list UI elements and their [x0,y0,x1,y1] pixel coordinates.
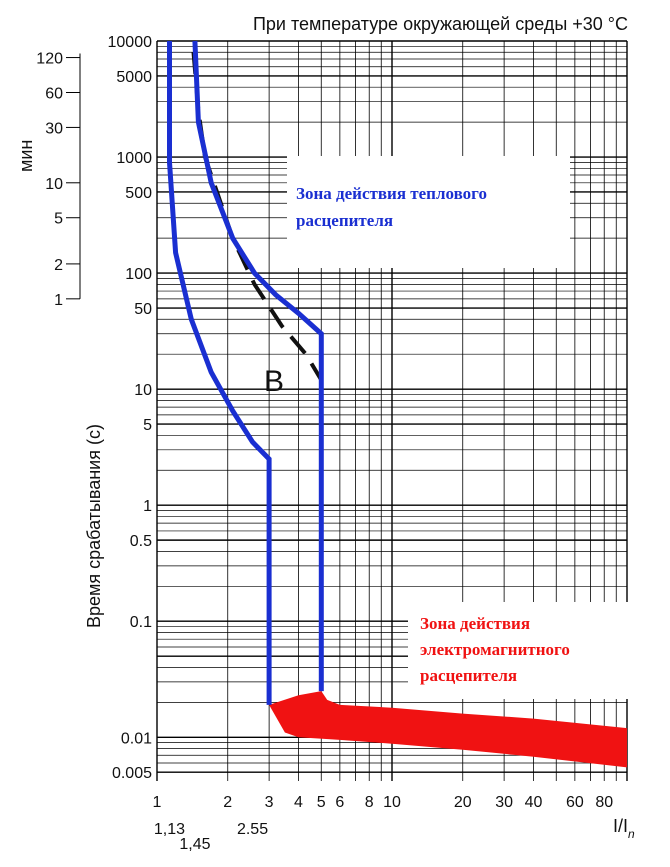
y-tick-label: 0.5 [130,533,152,550]
x-tick-label: 5 [317,794,326,811]
y-tick-label: 5000 [116,69,152,86]
y-axis-label: Время срабатывания (с) [84,424,104,628]
magnetic-zone-label-box [408,602,628,699]
magnetic-zone-line-1: Зона действия [420,614,530,633]
thermal-zone-label: Зона действия теплового расцепителя [296,184,491,230]
x-tick-label: 10 [383,794,401,811]
y-tick-label: 0.1 [130,614,152,631]
thermal-zone-line-1: Зона действия теплового [296,184,487,203]
magnetic-zone-line-3: расцепителя [420,666,517,685]
x-tick-label: 40 [525,794,543,811]
x-axis-label-subscript: n [628,827,635,841]
upper-limit-curve [192,40,324,692]
minutes-axis-label: мин [16,140,36,172]
magnetic-zone-label: Зона действия электромагнитного расцепит… [420,614,574,685]
x-extra-tick-label: 2.55 [237,821,268,838]
y-axis-seconds: 10000 5000 1000 500 100 50 10 5 1 0.5 0.1 0.01 0.005 [108,34,153,782]
y-tick-label: 100 [125,266,152,283]
y-tick-label: 50 [134,301,152,318]
lower-limit-curve [167,41,272,705]
y-axis-minutes: 120 60 30 10 5 2 1 [36,51,81,309]
x-tick-label: 60 [566,794,584,811]
curve-label-b: B [264,365,284,398]
x-tick-label: 30 [495,794,513,811]
y-tick-label: 500 [125,185,152,202]
y-tick-label: 0.01 [121,730,152,747]
x-tick-label: 20 [454,794,472,811]
magnetic-zone-line-2: электромагнитного [420,640,570,659]
y-tick-label: 5 [143,417,152,434]
x-extra-tick-label: 1,45 [179,836,210,853]
x-tick-label: 8 [365,794,374,811]
x-tick-label: 1 [153,794,162,811]
minutes-tick-label: 30 [45,120,63,137]
x-tick-label: 2 [223,794,232,811]
minutes-tick-label: 1 [54,292,63,309]
x-axis-label-main: I/I [613,816,628,836]
x-tick-label: 4 [294,794,303,811]
minutes-tick-label: 120 [36,51,63,68]
y-tick-label: 10 [134,382,152,399]
x-axis-label: I/In [613,816,635,841]
thermal-zone-label-box [287,156,570,268]
x-tick-label: 6 [335,794,344,811]
minutes-tick-label: 10 [45,176,63,193]
thermal-zone-line-2: расцепителя [296,211,393,230]
minutes-tick-label: 2 [54,257,63,274]
y-tick-label: 1 [143,498,152,515]
y-tick-label: 1000 [116,150,152,167]
minutes-tick-label: 5 [54,211,63,228]
magnetic-release-zone [269,691,627,768]
chart-title: При температуре окружающей среды +30 °C [253,14,628,34]
x-extra-tick-label: 1,13 [154,821,185,838]
x-tick-label: 3 [265,794,274,811]
x-axis: 1 2 3 4 5 6 8 10 20 30 40 60 80 1,131,45 2.55 [153,794,614,853]
minutes-tick-label: 60 [45,85,63,102]
x-tick-label: 80 [595,794,613,811]
y-tick-label: 0.005 [112,765,152,782]
y-tick-label: 10000 [108,34,153,51]
